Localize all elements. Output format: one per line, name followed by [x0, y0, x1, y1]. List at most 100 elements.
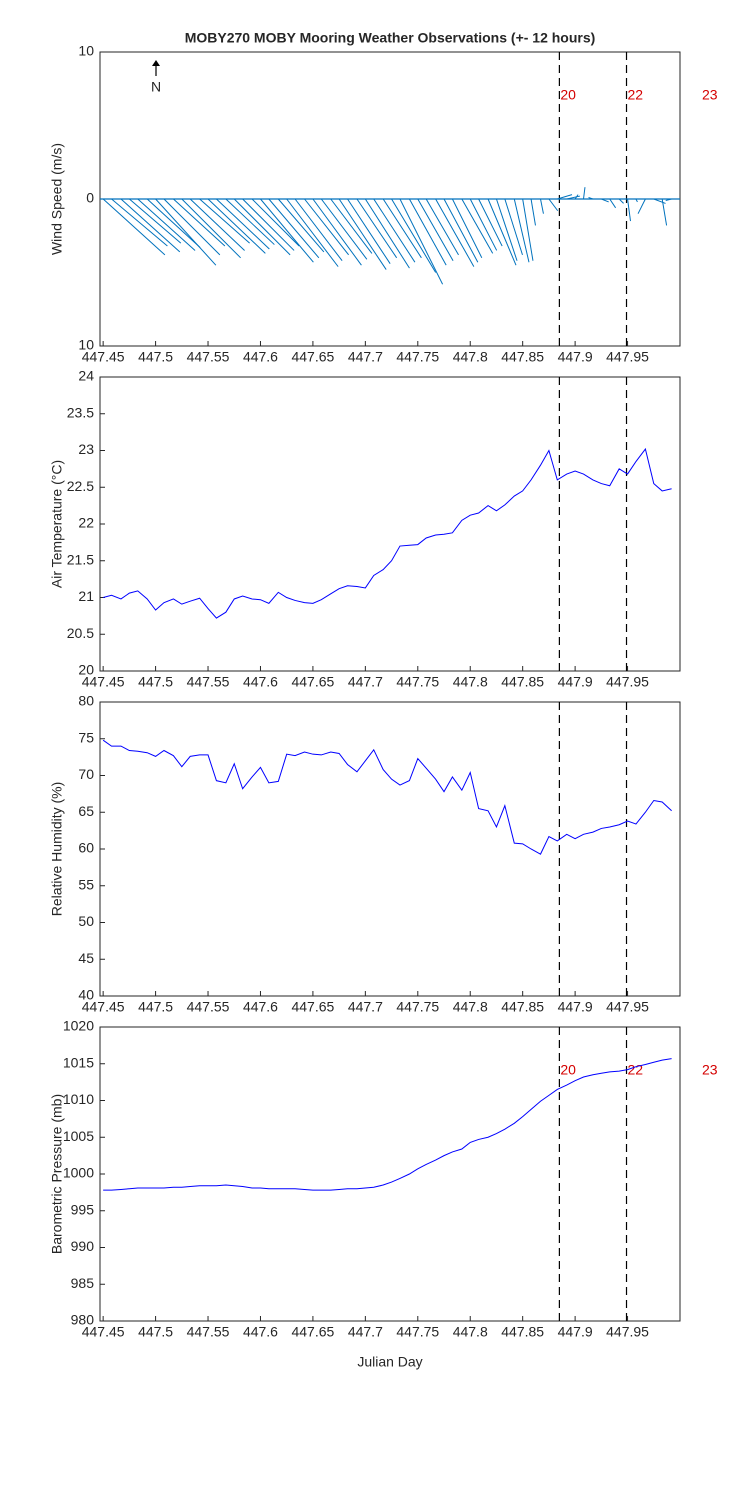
wind-stick: [495, 198, 518, 261]
data-line: [103, 1058, 672, 1191]
wind-stick: [487, 198, 517, 266]
x-tick-label: 447.5: [138, 999, 173, 1015]
marker-label: 23: [702, 1062, 718, 1078]
wind-stick: [665, 198, 672, 201]
wind-stick: [286, 198, 339, 267]
wind-stick: [408, 198, 447, 266]
wind-stick: [347, 198, 391, 264]
x-tick-label: 447.6: [243, 674, 278, 690]
y-tick-label: 0: [86, 190, 94, 206]
x-tick-label: 447.6: [243, 999, 278, 1015]
wind-stick: [137, 198, 196, 251]
wind-stick: [574, 194, 579, 200]
y-axis-label: Air Temperature (°C): [49, 460, 65, 588]
wind-stick: [557, 194, 573, 200]
wind-stick: [268, 198, 320, 259]
wind-stick: [425, 198, 459, 256]
y-tick-label: 23.5: [67, 404, 94, 420]
chart-title: MOBY270 MOBY Mooring Weather Observation…: [185, 30, 596, 46]
wind-stick: [102, 198, 166, 256]
wind-stick: [225, 198, 275, 245]
x-tick-label: 447.45: [82, 999, 125, 1015]
wind-stick: [189, 198, 245, 251]
north-label: N: [151, 79, 161, 95]
wind-stick: [207, 198, 266, 254]
marker-label: 22: [628, 87, 644, 103]
x-tick-label: 447.95: [606, 999, 649, 1015]
x-tick-label: 447.6: [243, 1324, 278, 1340]
marker-label: 20: [560, 1062, 576, 1078]
x-tick-label: 447.9: [558, 1324, 593, 1340]
wind-stick: [338, 198, 387, 270]
x-tick-label: 447.8: [453, 999, 488, 1015]
x-tick-label: 447.95: [606, 674, 649, 690]
wind-stick: [661, 198, 668, 226]
x-tick-label: 447.45: [82, 1324, 125, 1340]
x-tick-label: 447.45: [82, 674, 125, 690]
axes-box: [99, 1026, 681, 1322]
x-tick-label: 447.9: [558, 349, 593, 365]
y-axis-label: Wind Speed (m/s): [49, 143, 65, 255]
x-tick-label: 447.65: [291, 674, 334, 690]
x-tick-label: 447.55: [187, 999, 230, 1015]
x-tick-label: 447.9: [558, 999, 593, 1015]
wind-stick: [277, 198, 325, 253]
y-tick-label: 990: [71, 1238, 95, 1254]
x-tick-label: 447.8: [453, 1324, 488, 1340]
wind-stick: [588, 197, 594, 200]
y-axis-label: Barometric Pressure (mb): [49, 1094, 65, 1254]
x-tick-label: 447.65: [291, 999, 334, 1015]
wind-stick: [312, 198, 362, 266]
y-tick-label: 45: [78, 950, 94, 966]
y-tick-label: 980: [71, 1312, 95, 1328]
marker-label: 22: [628, 1062, 644, 1078]
x-tick-label: 447.45: [82, 349, 125, 365]
wind-stick: [294, 198, 343, 262]
wind-stick: [504, 198, 523, 256]
wind-stick: [356, 198, 398, 259]
wind-stick: [609, 198, 617, 209]
wind-stick: [435, 198, 475, 267]
x-tick-label: 447.5: [138, 674, 173, 690]
x-tick-label: 447.7: [348, 1324, 383, 1340]
wind-stick: [129, 198, 182, 244]
x-tick-label: 447.65: [291, 349, 334, 365]
marker-label: 20: [560, 87, 576, 103]
x-axis-label: Julian Day: [357, 1354, 422, 1370]
x-tick-label: 447.55: [187, 349, 230, 365]
x-tick-label: 447.75: [396, 674, 439, 690]
axes-box: [99, 376, 681, 672]
wind-stick: [111, 198, 168, 247]
wind-stick: [618, 198, 624, 204]
wind-stick: [478, 198, 503, 247]
wind-stick: [530, 198, 536, 226]
y-tick-label: 21: [78, 588, 94, 604]
wind-stick: [653, 198, 666, 204]
wind-stick: [635, 198, 638, 203]
x-tick-label: 447.7: [348, 999, 383, 1015]
y-tick-label: 75: [78, 729, 94, 745]
x-tick-label: 447.85: [501, 1324, 544, 1340]
wind-stick: [146, 198, 201, 248]
y-tick-label: 1010: [63, 1091, 94, 1107]
wind-stick: [382, 198, 422, 259]
wind-stick: [233, 198, 291, 256]
y-tick-label: 50: [78, 913, 94, 929]
y-tick-label: 20: [78, 662, 94, 678]
wind-stick: [260, 198, 314, 263]
y-tick-label: 1015: [63, 1054, 94, 1070]
y-tick-label: 70: [78, 766, 94, 782]
wind-stick: [364, 198, 410, 269]
y-axis-label: Relative Humidity (%): [49, 782, 65, 917]
wind-stick: [251, 198, 300, 247]
x-tick-label: 447.6: [243, 349, 278, 365]
wind-stick: [155, 198, 217, 266]
wind-stick: [583, 187, 586, 200]
x-tick-label: 447.75: [396, 1324, 439, 1340]
y-tick-label: 55: [78, 876, 94, 892]
x-tick-label: 447.7: [348, 349, 383, 365]
x-tick-label: 447.85: [501, 674, 544, 690]
panel: Barometric Pressure (mb) Julian Day 980 985…: [49, 1018, 718, 1370]
